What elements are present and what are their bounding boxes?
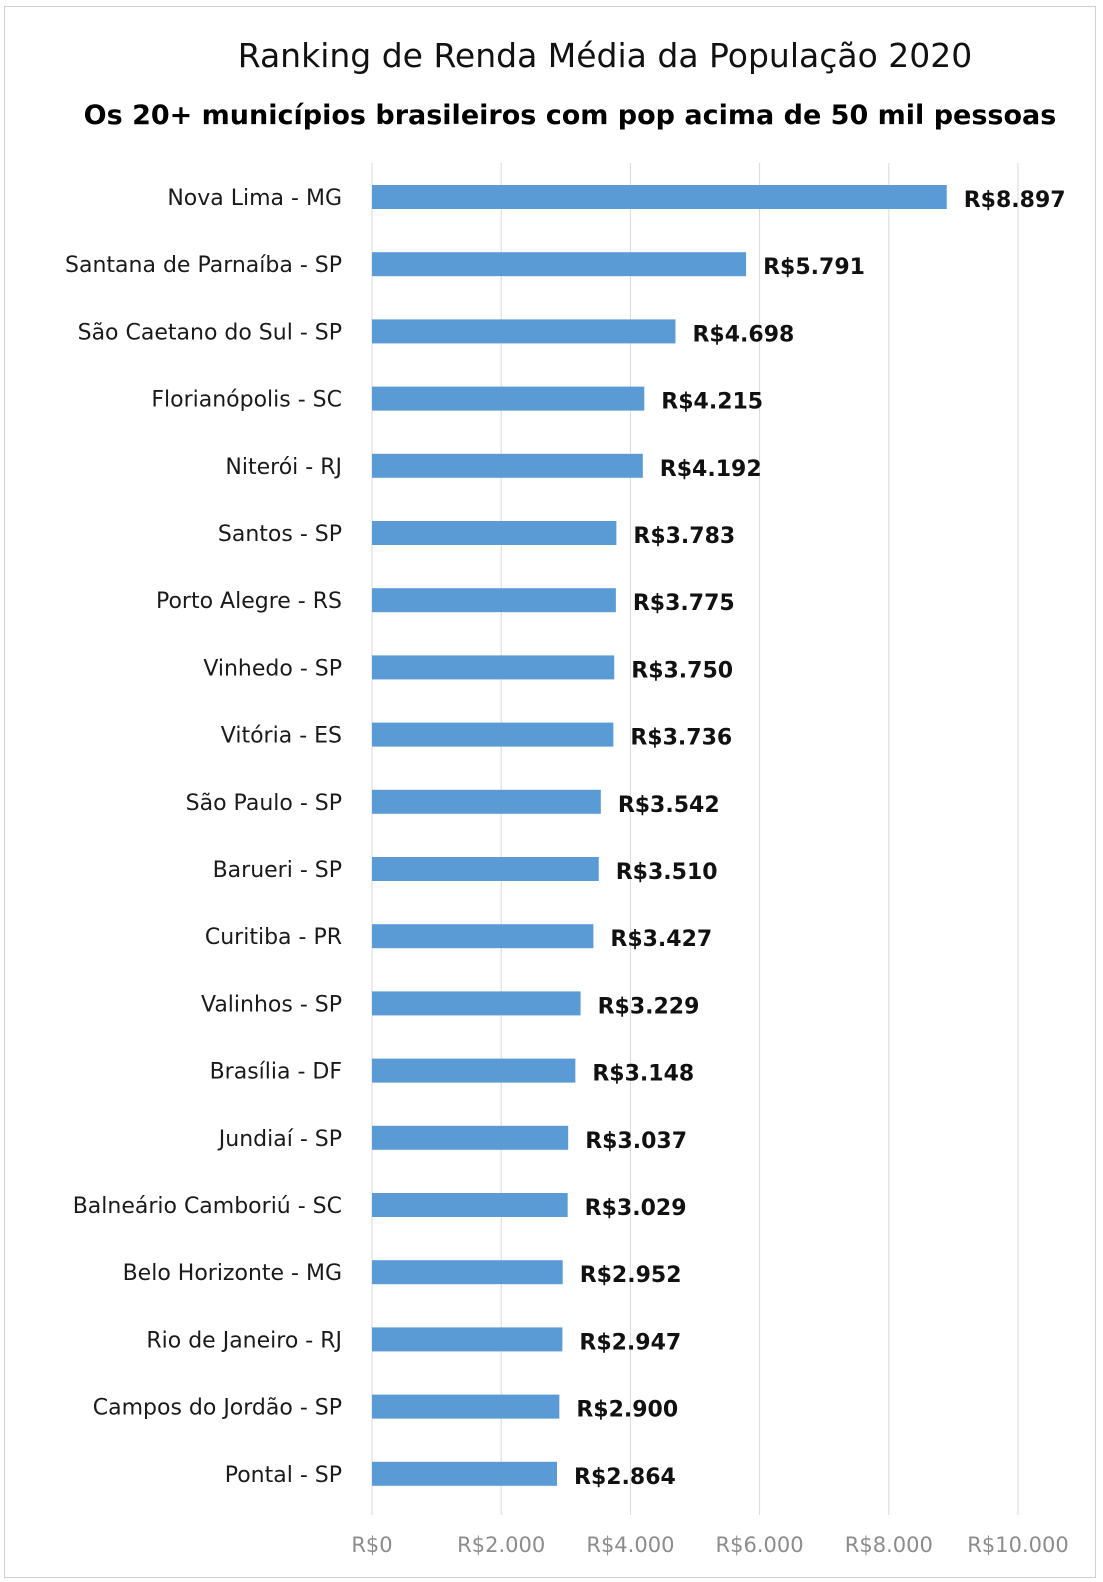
value-label: R$2.952 bbox=[580, 1263, 682, 1288]
bar bbox=[372, 1193, 568, 1217]
bar bbox=[372, 588, 616, 613]
value-label: R$3.029 bbox=[585, 1196, 687, 1221]
x-tick-label: R$0 bbox=[351, 1533, 392, 1557]
value-label: R$2.947 bbox=[579, 1330, 681, 1355]
value-label: R$2.864 bbox=[574, 1465, 676, 1490]
value-label: R$4.215 bbox=[661, 390, 763, 415]
category-label: Vinhedo - SP bbox=[203, 656, 342, 681]
category-label: Santana de Parnaíba - SP bbox=[65, 253, 342, 278]
chart-subtitle: Os 20+ municípios brasileiros com pop ac… bbox=[83, 100, 1057, 131]
bar bbox=[372, 991, 581, 1016]
bar bbox=[372, 453, 643, 478]
category-label: Valinhos - SP bbox=[201, 992, 342, 1017]
value-label: R$3.783 bbox=[633, 524, 735, 549]
value-label: R$3.510 bbox=[616, 860, 718, 885]
bar bbox=[372, 789, 601, 814]
bar bbox=[372, 1125, 569, 1150]
bar bbox=[372, 1461, 558, 1486]
category-label: Nova Lima - MG bbox=[167, 186, 342, 211]
bar bbox=[372, 924, 594, 949]
x-tick-label: R$8.000 bbox=[845, 1533, 933, 1557]
value-label: R$3.775 bbox=[633, 591, 735, 616]
value-label: R$8.897 bbox=[964, 188, 1066, 213]
bars bbox=[372, 185, 947, 1486]
bar bbox=[372, 252, 747, 277]
value-label: R$5.791 bbox=[763, 255, 865, 280]
category-label: Barueri - SP bbox=[213, 858, 342, 883]
x-tick-label: R$6.000 bbox=[716, 1533, 804, 1557]
category-label: Santos - SP bbox=[218, 522, 342, 547]
category-label: São Paulo - SP bbox=[186, 791, 342, 816]
category-label: Jundiaí - SP bbox=[217, 1127, 342, 1152]
category-label: Rio de Janeiro - RJ bbox=[146, 1328, 342, 1353]
value-label: R$4.698 bbox=[692, 322, 794, 347]
value-label: R$3.542 bbox=[618, 793, 720, 818]
value-label: R$3.427 bbox=[610, 927, 712, 952]
category-label: Campos do Jordão - SP bbox=[93, 1396, 342, 1421]
x-axis-tick-labels: R$0 R$2.000 R$4.000 R$6.000 R$8.000 R$10.000 bbox=[351, 1533, 1068, 1557]
bar bbox=[372, 655, 615, 680]
value-label: R$3.037 bbox=[585, 1129, 687, 1154]
value-label: R$3.736 bbox=[630, 726, 732, 751]
category-label: Porto Alegre - RS bbox=[156, 589, 342, 614]
category-label: São Caetano do Sul - SP bbox=[78, 320, 342, 345]
value-label: R$3.148 bbox=[592, 1062, 694, 1087]
x-tick-label: R$2.000 bbox=[457, 1533, 545, 1557]
bar bbox=[372, 185, 947, 209]
category-label: Curitiba - PR bbox=[205, 925, 342, 950]
bar bbox=[372, 1260, 563, 1285]
bar bbox=[372, 1327, 563, 1352]
value-label: R$2.900 bbox=[576, 1398, 678, 1423]
value-labels: R$8.897 R$5.791 R$4.698 R$4.215 R$4.192 R$3.7… bbox=[574, 188, 1066, 1490]
value-label: R$3.750 bbox=[631, 658, 733, 683]
category-label: Brasília - DF bbox=[210, 1060, 342, 1085]
bar bbox=[372, 386, 645, 411]
bar bbox=[372, 1058, 576, 1083]
gridlines bbox=[371, 163, 1019, 1515]
value-label: R$3.229 bbox=[598, 994, 700, 1019]
category-label: Balneário Camboriú - SC bbox=[73, 1194, 342, 1219]
bar bbox=[372, 1394, 560, 1419]
category-label: Florianópolis - SC bbox=[151, 388, 342, 413]
x-tick-label: R$4.000 bbox=[586, 1533, 674, 1557]
category-labels: Nova Lima - MG Santana de Parnaíba - SP Sã… bbox=[65, 186, 342, 1488]
bar bbox=[372, 319, 676, 344]
bar bbox=[372, 857, 599, 881]
bar bbox=[372, 521, 617, 545]
x-tick-label: R$10.000 bbox=[967, 1533, 1068, 1557]
category-label: Pontal - SP bbox=[225, 1463, 342, 1488]
chart-title: Ranking de Renda Média da População 2020 bbox=[237, 36, 973, 75]
bar bbox=[372, 722, 614, 747]
category-label: Belo Horizonte - MG bbox=[123, 1261, 342, 1286]
category-label: Niterói - RJ bbox=[225, 455, 342, 480]
category-label: Vitória - ES bbox=[221, 724, 342, 749]
value-label: R$4.192 bbox=[660, 457, 762, 482]
